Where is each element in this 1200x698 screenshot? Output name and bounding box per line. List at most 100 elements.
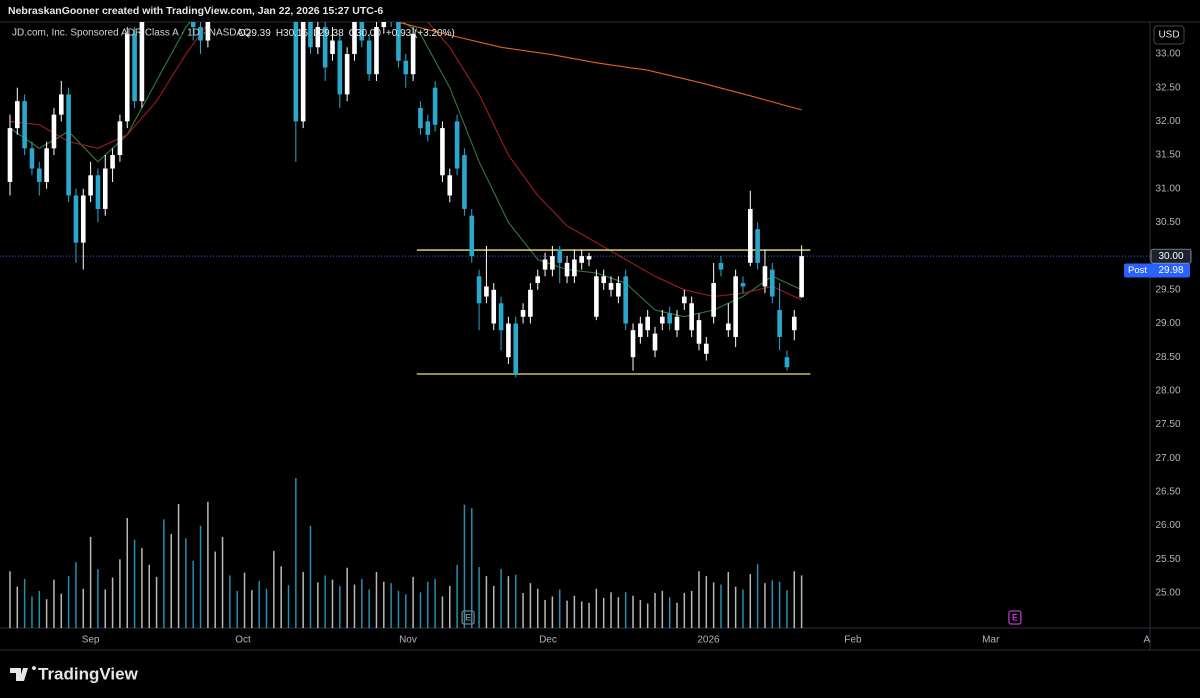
volume-bar <box>551 596 554 628</box>
candle-body <box>344 54 350 95</box>
candle-body <box>660 316 665 324</box>
candle-body <box>22 101 27 149</box>
volume-bar <box>742 589 744 628</box>
volume-bar <box>676 602 678 628</box>
candle-body <box>198 27 203 41</box>
volume-bar <box>243 572 246 628</box>
candle-body <box>484 286 489 297</box>
volume-bar <box>170 534 172 628</box>
candle-body <box>601 276 606 284</box>
volume-bar <box>265 588 268 628</box>
candle-body <box>374 27 379 75</box>
volume-bar <box>119 559 121 628</box>
post-tag: Post <box>1128 265 1147 276</box>
volume-bar <box>632 595 634 628</box>
candle-body <box>432 87 438 125</box>
earnings-label: E <box>465 612 471 622</box>
candle-body <box>506 323 511 358</box>
x-tick-label: Feb <box>844 635 862 646</box>
volume-bar <box>339 585 341 628</box>
candle-body <box>29 148 35 169</box>
candle-body <box>7 128 13 183</box>
volume-bar <box>720 584 722 628</box>
candle-body <box>726 323 731 331</box>
candle-body <box>117 121 123 156</box>
volume-bar <box>67 576 70 628</box>
candle-body <box>682 296 687 304</box>
y-tick-label: 25.50 <box>1155 554 1180 565</box>
candle-body <box>308 22 313 48</box>
candle-body <box>447 175 453 196</box>
volume-bar <box>368 589 370 628</box>
volume-bar <box>346 567 348 628</box>
candle-body <box>535 276 541 284</box>
candle-body <box>652 333 658 351</box>
currency-button[interactable] <box>1153 25 1185 45</box>
volume-bar <box>668 597 671 628</box>
candle-body <box>769 269 775 297</box>
logo: TradingView <box>10 664 139 683</box>
volume-bar <box>60 593 63 628</box>
volume-bar <box>258 581 260 628</box>
candle-body <box>205 22 211 41</box>
volume-bar <box>155 576 158 628</box>
candle-body <box>381 22 387 28</box>
volume-bar <box>419 592 422 628</box>
candle-body <box>80 195 86 243</box>
candle-body <box>520 310 526 317</box>
volume-bar <box>427 581 429 628</box>
volume-bar <box>361 578 363 628</box>
earnings-marker <box>461 610 475 625</box>
volume-bar <box>207 501 209 628</box>
volume-bar <box>383 581 385 628</box>
candle-body <box>564 262 570 277</box>
candle-body <box>791 316 797 331</box>
volume-bar <box>463 504 466 628</box>
volume-bar <box>221 536 224 628</box>
candle-body <box>777 310 782 337</box>
volume-bar <box>507 576 510 628</box>
volume-bar <box>588 602 590 628</box>
volume-bar <box>38 590 41 628</box>
volume-bar <box>97 569 99 628</box>
candle-body <box>476 276 482 304</box>
y-tick-label: 28.00 <box>1155 385 1180 396</box>
x-tick-label: Oct <box>235 635 251 646</box>
candle-body <box>689 303 694 331</box>
candle-body <box>36 168 42 183</box>
volume-bar <box>492 585 495 628</box>
ohlc-legend: O29.39 H30.16 L29.38 C30.00 +0.93 (+3.20%) <box>238 28 455 39</box>
logo-icon <box>10 666 36 681</box>
candle-body <box>799 256 804 298</box>
candle-body <box>711 283 716 317</box>
candle-body <box>718 262 724 270</box>
volume-bar <box>756 564 759 628</box>
attribution: NebraskanGooner created with TradingView… <box>8 5 383 17</box>
volume-bar <box>405 594 407 628</box>
volume-bar <box>133 539 136 628</box>
symbol-title: JD.com, Inc. Sponsored ADR Class A · 1D … <box>12 28 251 39</box>
volume-bar <box>104 589 107 628</box>
candle-body <box>638 323 643 337</box>
candle-body <box>513 323 519 375</box>
volume-bar <box>280 566 282 628</box>
candle-body <box>469 215 475 257</box>
volume-bar <box>177 503 180 628</box>
volume-bar <box>580 601 583 628</box>
y-tick-label: 26.50 <box>1155 487 1180 498</box>
volume-bar <box>749 574 752 628</box>
earnings-label: E <box>1012 612 1018 622</box>
volume-bar <box>163 519 165 628</box>
candle-body <box>88 175 93 196</box>
volume-bar <box>712 582 715 628</box>
currency[interactable]: USD <box>1158 30 1179 41</box>
volume-bar <box>449 585 451 628</box>
candle-body <box>110 155 115 169</box>
candle-body <box>425 121 431 135</box>
y-tick-label: 28.50 <box>1155 352 1180 363</box>
candle-body <box>95 175 101 209</box>
volume-bar <box>800 575 803 628</box>
candle-body <box>300 22 306 122</box>
volume-bar <box>602 597 605 628</box>
post-price-box <box>1124 263 1190 278</box>
